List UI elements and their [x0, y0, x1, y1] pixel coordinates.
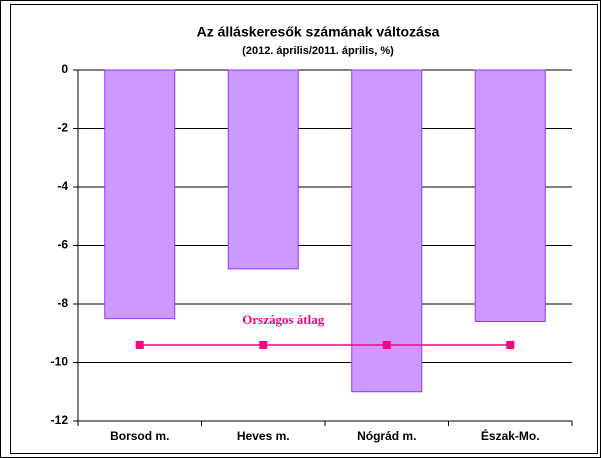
average-label: Országos átlag — [242, 312, 324, 327]
bar — [474, 69, 546, 323]
average-marker — [135, 340, 144, 349]
average-marker — [259, 340, 268, 349]
average-marker — [506, 340, 515, 349]
y-tick-label: -12 — [51, 413, 69, 427]
average-marker — [382, 340, 391, 349]
y-tick-label: 0 — [61, 62, 68, 76]
x-tick-label: Nógrád m. — [357, 429, 416, 443]
chart-title: Az álláskeresők számának változása — [197, 24, 440, 40]
chart-subtitle: (2012. április/2011. április, %) — [242, 45, 394, 57]
bar — [104, 69, 176, 320]
x-tick-label: Borsod m. — [110, 429, 169, 443]
y-tick-label: -6 — [57, 238, 68, 252]
bar — [351, 69, 423, 393]
y-tick-label: -10 — [51, 355, 69, 369]
y-tick-label: -8 — [57, 296, 68, 310]
y-tick-label: -4 — [57, 179, 68, 193]
x-tick-label: Heves m. — [237, 429, 290, 443]
bar — [227, 69, 299, 270]
y-tick-label: -2 — [57, 121, 68, 135]
x-tick-label: Észak-Mo. — [481, 428, 540, 443]
